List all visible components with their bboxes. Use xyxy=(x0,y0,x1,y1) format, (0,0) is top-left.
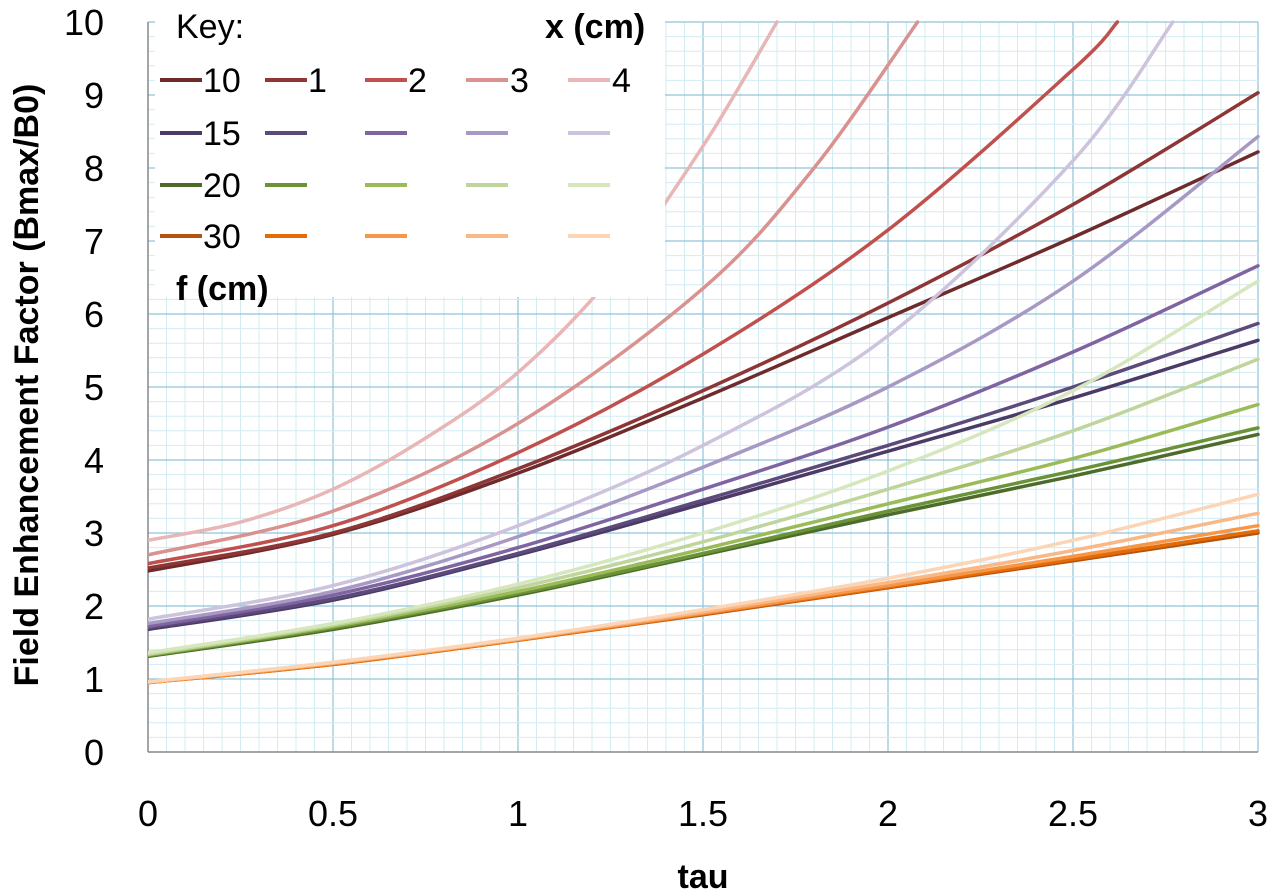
y-tick-label: 8 xyxy=(84,148,104,189)
legend-f-value: 20 xyxy=(203,167,241,205)
x-tick-label: 2 xyxy=(878,793,898,834)
legend-x-value: 1 xyxy=(308,62,327,100)
series-line-3 xyxy=(148,20,1120,566)
legend-x-header: x (cm) xyxy=(545,8,645,46)
x-tick-label: 1.5 xyxy=(678,793,728,834)
series-line-5 xyxy=(148,20,779,543)
legend-x-value: 3 xyxy=(510,62,529,100)
y-tick-label: 9 xyxy=(84,75,104,116)
series-line-10 xyxy=(148,20,1175,621)
y-axis-title: Field Enhancement Factor (Bmax/B0) xyxy=(8,84,46,687)
y-tick-label: 0 xyxy=(84,732,104,773)
y-tick-label: 7 xyxy=(84,221,104,262)
series-line-20 xyxy=(148,492,1260,684)
y-tick-label: 3 xyxy=(84,513,104,554)
series-line-7 xyxy=(148,321,1260,630)
x-tick-label: 0.5 xyxy=(308,793,358,834)
y-tick-label: 5 xyxy=(84,367,104,408)
legend-f-value: 10 xyxy=(203,62,241,100)
legend-f-value: 15 xyxy=(203,115,241,153)
legend-x-value: 2 xyxy=(408,62,427,100)
series-line-8 xyxy=(148,264,1260,629)
x-tick-label: 1 xyxy=(508,793,528,834)
legend-background xyxy=(155,2,665,297)
series-line-4 xyxy=(148,20,920,557)
series-line-15 xyxy=(148,279,1260,655)
series-line-9 xyxy=(148,134,1260,626)
y-tick-label: 2 xyxy=(84,586,104,627)
legend-key-label: Key: xyxy=(176,8,244,46)
series-line-2 xyxy=(148,91,1260,570)
y-tick-label: 4 xyxy=(84,440,104,481)
series-lines xyxy=(148,20,1260,685)
legend-f-value: 30 xyxy=(203,218,241,256)
legend-f-header: f (cm) xyxy=(176,270,269,308)
x-tick-label: 2.5 xyxy=(1048,793,1098,834)
y-axis-ticks: 0 1 2 3 4 5 6 7 8 9 10 xyxy=(64,2,104,773)
y-tick-label: 10 xyxy=(64,2,104,43)
y-tick-label: 6 xyxy=(84,294,104,335)
legend-x-value: 4 xyxy=(612,62,631,100)
x-axis-title: tau xyxy=(678,858,729,896)
y-tick-label: 1 xyxy=(84,659,104,700)
x-tick-label: 0 xyxy=(138,793,158,834)
legend: Key: x (cm) f (cm) 10 15 20 30 1 2 3 4 xyxy=(155,2,665,308)
x-axis-ticks: 0 0.5 1 1.5 2 2.5 3 xyxy=(138,793,1268,834)
x-tick-label: 3 xyxy=(1248,793,1268,834)
legend-rows: 10 15 20 30 1 2 3 4 xyxy=(160,62,631,256)
